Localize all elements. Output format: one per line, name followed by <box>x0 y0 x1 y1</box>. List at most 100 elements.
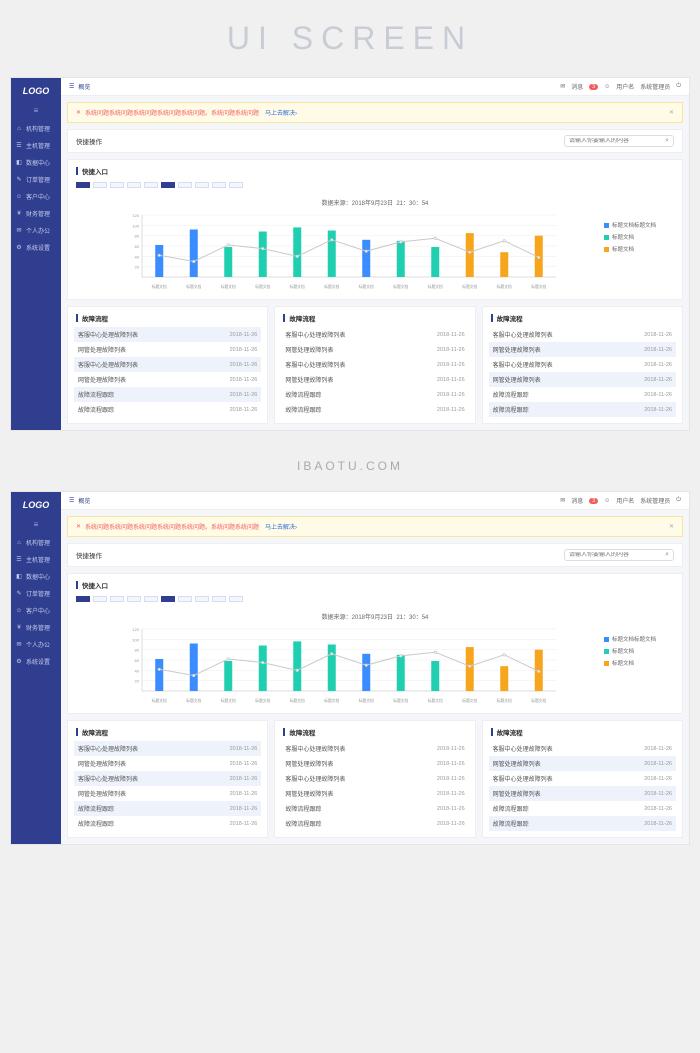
list-item[interactable]: 网管处理故障列表 2018-11-26 <box>74 372 261 387</box>
list-item[interactable]: 故障流程跟踪 2018-11-26 <box>281 801 468 816</box>
list-item[interactable]: 故障流程跟踪 2018-11-26 <box>489 387 676 402</box>
tab[interactable] <box>212 596 226 602</box>
list-item[interactable]: 客服中心处理故障列表 2018-11-26 <box>281 741 468 756</box>
sidebar-item[interactable]: ✉ 个人办公 <box>11 636 61 653</box>
legend: 标题文档标题文档 标题文档 标题文档 <box>604 211 674 291</box>
list-item[interactable]: 网管处理故障列表 2018-11-26 <box>74 756 261 771</box>
list-item[interactable]: 客服中心处理故障列表 2018-11-26 <box>489 327 676 342</box>
mail-icon[interactable]: ✉ <box>560 83 565 90</box>
tab[interactable] <box>178 182 192 188</box>
menu-toggle-icon[interactable]: ≡ <box>11 104 61 120</box>
user-label[interactable]: 用户名 <box>616 82 634 91</box>
tab[interactable] <box>144 596 158 602</box>
user-label[interactable]: 用户名 <box>616 496 634 505</box>
sidebar-item[interactable]: ⚙ 系统设置 <box>11 239 61 256</box>
sidebar-item[interactable]: ◧ 数据中心 <box>11 154 61 171</box>
list-item[interactable]: 客服中心处理故障列表 2018-11-26 <box>489 771 676 786</box>
list-item[interactable]: 客服中心处理故障列表 2018-11-26 <box>74 771 261 786</box>
sidebar-item[interactable]: ☺ 客户中心 <box>11 602 61 619</box>
mail-label[interactable]: 消息 <box>571 82 583 91</box>
breadcrumb-icon[interactable]: ☰ <box>69 83 74 90</box>
list-item[interactable]: 网管处理故障列表 2018-11-26 <box>281 372 468 387</box>
list-item[interactable]: 故障流程跟踪 2018-11-26 <box>489 816 676 831</box>
close-icon[interactable]: ✕ <box>669 109 674 116</box>
menu-toggle-icon[interactable]: ≡ <box>11 518 61 534</box>
tab[interactable] <box>195 182 209 188</box>
search-icon[interactable]: ⌕ <box>665 137 669 145</box>
tab[interactable] <box>195 596 209 602</box>
tab[interactable] <box>144 182 158 188</box>
search[interactable]: ⌕ <box>564 549 674 561</box>
sidebar-item[interactable]: ¥ 财务管理 <box>11 205 61 222</box>
list-item[interactable]: 网管处理故障列表 2018-11-26 <box>281 756 468 771</box>
mail-icon[interactable]: ✉ <box>560 497 565 504</box>
breadcrumb-icon[interactable]: ☰ <box>69 497 74 504</box>
sidebar-item[interactable]: ☺ 客户中心 <box>11 188 61 205</box>
list-item[interactable]: 客服中心处理故障列表 2018-11-26 <box>74 327 261 342</box>
list-item[interactable]: 故障流程跟踪 2018-11-26 <box>74 387 261 402</box>
tab[interactable] <box>93 596 107 602</box>
list-item[interactable]: 故障流程跟踪 2018-11-26 <box>281 387 468 402</box>
list-item[interactable]: 客服中心处理故障列表 2018-11-26 <box>281 327 468 342</box>
logout-icon[interactable]: ⏻ <box>676 497 681 504</box>
breadcrumb[interactable]: 概览 <box>78 82 90 91</box>
sidebar-item[interactable]: ¥ 财务管理 <box>11 619 61 636</box>
user-icon[interactable]: ☺ <box>604 84 610 90</box>
list-item[interactable]: 客服中心处理故障列表 2018-11-26 <box>281 357 468 372</box>
sidebar-item[interactable]: ⌂ 机构管理 <box>11 120 61 137</box>
tab[interactable] <box>178 596 192 602</box>
list-item[interactable]: 网管处理故障列表 2018-11-26 <box>489 756 676 771</box>
alert-link[interactable]: 马上去解决› <box>265 522 297 531</box>
search[interactable]: ⌕ <box>564 135 674 147</box>
tab[interactable] <box>76 182 90 188</box>
tab[interactable] <box>76 596 90 602</box>
list-item[interactable]: 网管处理故障列表 2018-11-26 <box>281 342 468 357</box>
list-item[interactable]: 故障流程跟踪 2018-11-26 <box>489 801 676 816</box>
list-item-label: 客服中心处理故障列表 <box>285 330 345 339</box>
tab[interactable] <box>212 182 226 188</box>
sidebar-item[interactable]: ⌂ 机构管理 <box>11 534 61 551</box>
search-input[interactable] <box>569 552 665 558</box>
alert-link[interactable]: 马上去解决› <box>265 108 297 117</box>
tab[interactable] <box>161 182 175 188</box>
breadcrumb[interactable]: 概览 <box>78 496 90 505</box>
mail-label[interactable]: 消息 <box>571 496 583 505</box>
tab[interactable] <box>93 182 107 188</box>
sidebar-item[interactable]: ☰ 主机管理 <box>11 551 61 568</box>
tab[interactable] <box>161 596 175 602</box>
tab[interactable] <box>110 182 124 188</box>
sidebar-item[interactable]: ✎ 订单管理 <box>11 585 61 602</box>
list-item[interactable]: 故障流程跟踪 2018-11-26 <box>489 402 676 417</box>
logout-icon[interactable]: ⏻ <box>676 83 681 90</box>
list-item[interactable]: 网管处理故障列表 2018-11-26 <box>74 342 261 357</box>
list-item[interactable]: 客服中心处理故障列表 2018-11-26 <box>489 357 676 372</box>
sidebar-item[interactable]: ◧ 数据中心 <box>11 568 61 585</box>
sidebar-item[interactable]: ✉ 个人办公 <box>11 222 61 239</box>
tab[interactable] <box>127 596 141 602</box>
sidebar-item[interactable]: ✎ 订单管理 <box>11 171 61 188</box>
list-item[interactable]: 故障流程跟踪 2018-11-26 <box>281 816 468 831</box>
sidebar-item[interactable]: ⚙ 系统设置 <box>11 653 61 670</box>
list-item[interactable]: 故障流程跟踪 2018-11-26 <box>74 816 261 831</box>
list-item[interactable]: 客服中心处理故障列表 2018-11-26 <box>281 771 468 786</box>
sidebar-item[interactable]: ☰ 主机管理 <box>11 137 61 154</box>
tab[interactable] <box>229 596 243 602</box>
tab[interactable] <box>127 182 141 188</box>
tab[interactable] <box>229 182 243 188</box>
list-item[interactable]: 故障流程跟踪 2018-11-26 <box>74 801 261 816</box>
list-item[interactable]: 故障流程跟踪 2018-11-26 <box>281 402 468 417</box>
search-icon[interactable]: ⌕ <box>665 551 669 559</box>
list-item[interactable]: 客服中心处理故障列表 2018-11-26 <box>74 357 261 372</box>
list-item[interactable]: 客服中心处理故障列表 2018-11-26 <box>74 741 261 756</box>
user-icon[interactable]: ☺ <box>604 498 610 504</box>
list-item[interactable]: 网管处理故障列表 2018-11-26 <box>489 372 676 387</box>
list-item[interactable]: 网管处理故障列表 2018-11-26 <box>489 342 676 357</box>
list-item[interactable]: 网管处理故障列表 2018-11-26 <box>74 786 261 801</box>
list-item[interactable]: 客服中心处理故障列表 2018-11-26 <box>489 741 676 756</box>
search-input[interactable] <box>569 138 665 144</box>
list-item[interactable]: 网管处理故障列表 2018-11-26 <box>489 786 676 801</box>
list-item[interactable]: 故障流程跟踪 2018-11-26 <box>74 402 261 417</box>
list-item[interactable]: 网管处理故障列表 2018-11-26 <box>281 786 468 801</box>
close-icon[interactable]: ✕ <box>669 523 674 530</box>
tab[interactable] <box>110 596 124 602</box>
